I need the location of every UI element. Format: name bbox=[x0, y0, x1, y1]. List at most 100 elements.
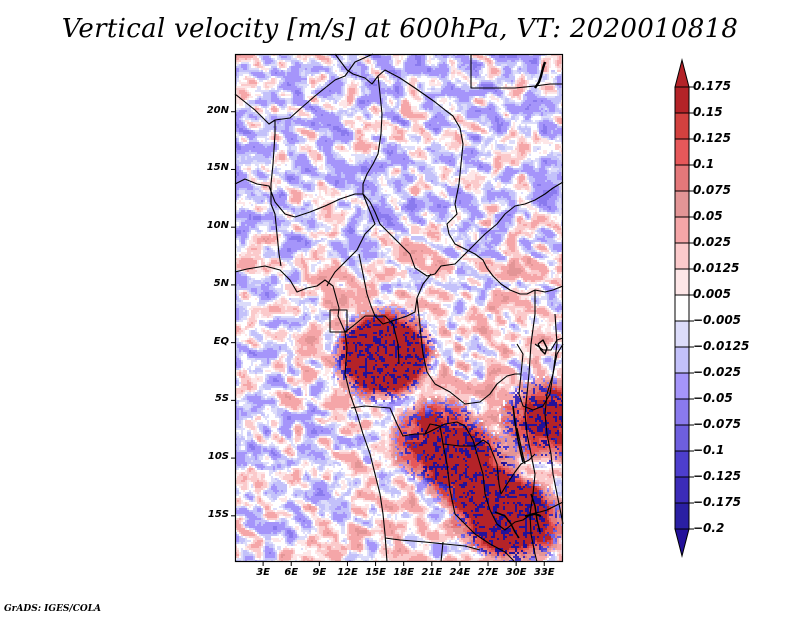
lon-tick-label: 33E bbox=[533, 567, 555, 578]
colorbar-graphic bbox=[674, 58, 694, 558]
colorbar-bin bbox=[674, 372, 690, 400]
lat-tick-label: 5S bbox=[214, 393, 229, 405]
border-line bbox=[270, 120, 282, 267]
border-line bbox=[470, 54, 563, 89]
colorbar-level-label: −0.125 bbox=[693, 469, 742, 483]
colorbar-under-triangle bbox=[674, 528, 690, 558]
lon-tick-label: 27E bbox=[477, 567, 499, 578]
border-line bbox=[446, 127, 464, 235]
map-overlay bbox=[231, 53, 564, 566]
colorbar-bin bbox=[674, 138, 690, 166]
colorbar: 0.175 0.15 0.125 0.1 0.075 0.05 0.025 0.0125 0.0… bbox=[660, 55, 780, 565]
lon-tick-label: 24E bbox=[449, 567, 471, 578]
colorbar-level-label: −0.075 bbox=[693, 417, 742, 431]
lake-outline bbox=[534, 61, 547, 89]
border-line bbox=[234, 178, 436, 277]
lon-tick-label: 30E bbox=[505, 567, 527, 578]
grads-credit: GrADS: IGES/COLA bbox=[4, 604, 102, 614]
border-line bbox=[329, 309, 348, 333]
colorbar-level-label: 0.05 bbox=[693, 209, 723, 223]
map-frame-border bbox=[234, 53, 564, 563]
colorbar-bin bbox=[674, 320, 690, 348]
border-line bbox=[362, 75, 383, 194]
coastline bbox=[234, 265, 388, 563]
lat-tick-label: 15S bbox=[207, 508, 229, 520]
lon-ticks bbox=[262, 562, 545, 566]
lat-tick-label: EQ bbox=[213, 335, 229, 347]
colorbar-level-label: 0.005 bbox=[693, 287, 731, 301]
lake-outline bbox=[516, 427, 526, 465]
lon-tick-label: 3E bbox=[256, 567, 270, 578]
border-line bbox=[534, 337, 564, 351]
border-line bbox=[448, 233, 564, 295]
colorbar-bin bbox=[674, 216, 690, 244]
colorbar-bin bbox=[674, 86, 690, 114]
lon-tick-label: 21E bbox=[421, 567, 443, 578]
vertical-velocity-field bbox=[235, 54, 563, 562]
colorbar-bin bbox=[674, 164, 690, 192]
colorbar-bin bbox=[674, 424, 690, 452]
border-line bbox=[334, 53, 461, 129]
colorbar-bin bbox=[674, 398, 690, 426]
colorbar-level-label: −0.1 bbox=[693, 443, 725, 457]
map-panel bbox=[231, 53, 564, 566]
colorbar-bin bbox=[674, 112, 690, 140]
colorbar-bin bbox=[674, 294, 690, 322]
colorbar-level-label: −0.2 bbox=[693, 521, 725, 535]
colorbar-bin bbox=[674, 476, 690, 504]
colorbar-level-label: −0.05 bbox=[693, 391, 733, 405]
border-line bbox=[416, 297, 436, 385]
border-line bbox=[434, 373, 521, 405]
lat-tick-label: 10N bbox=[206, 220, 229, 232]
country-borders bbox=[234, 53, 564, 563]
border-line bbox=[344, 315, 400, 365]
border-line bbox=[434, 181, 564, 275]
colorbar-level-label: 0.075 bbox=[693, 183, 731, 197]
border-line bbox=[524, 290, 538, 563]
colorbar-bin bbox=[674, 502, 690, 530]
lat-tick-label: 15N bbox=[206, 162, 229, 174]
colorbar-level-label: −0.175 bbox=[693, 495, 742, 509]
colorbar-bin bbox=[674, 242, 690, 270]
lon-tick-label: 18E bbox=[393, 567, 415, 578]
border-line bbox=[544, 313, 564, 525]
lat-tick-label: 5N bbox=[213, 277, 229, 289]
colorbar-level-label: 0.175 bbox=[693, 79, 731, 93]
colorbar-bin bbox=[674, 450, 690, 478]
lake-outline bbox=[524, 513, 542, 517]
chart-title: Vertical velocity [m/s] at 600hPa, VT: 2… bbox=[61, 14, 739, 44]
colorbar-level-label: 0.025 bbox=[693, 235, 731, 249]
lon-tick-label: 15E bbox=[365, 567, 386, 578]
lat-ticks bbox=[231, 111, 235, 517]
border-line bbox=[440, 541, 444, 563]
colorbar-level-label: −0.025 bbox=[693, 365, 742, 379]
colorbar-level-label: 0.125 bbox=[693, 131, 731, 145]
colorbar-over-triangle bbox=[674, 58, 690, 88]
border-line bbox=[415, 421, 564, 531]
border-line bbox=[384, 537, 481, 551]
lake-outline bbox=[512, 405, 524, 463]
lake-outline bbox=[530, 493, 541, 533]
border-line bbox=[234, 53, 374, 125]
lake-outline bbox=[537, 339, 548, 355]
lon-tick-label: 12E bbox=[337, 567, 358, 578]
border-line bbox=[442, 439, 502, 495]
colorbar-bin bbox=[674, 190, 690, 218]
colorbar-level-label: −0.0125 bbox=[693, 339, 750, 353]
colorbar-level-label: 0.0125 bbox=[693, 261, 740, 275]
border-line bbox=[326, 193, 376, 287]
colorbar-bin bbox=[674, 346, 690, 374]
colorbar-level-label: 0.15 bbox=[693, 105, 723, 119]
lon-tick-label: 6E bbox=[284, 567, 299, 578]
lat-tick-label: 20N bbox=[206, 104, 229, 116]
lon-tick-label: 9E bbox=[312, 567, 327, 578]
border-line bbox=[350, 405, 516, 563]
lat-tick-label: 10S bbox=[207, 451, 229, 463]
colorbar-level-label: −0.005 bbox=[693, 313, 742, 327]
colorbar-bin bbox=[674, 268, 690, 296]
border-line bbox=[516, 343, 564, 411]
border-line bbox=[500, 453, 536, 495]
colorbar-level-label: 0.1 bbox=[693, 157, 715, 171]
border-line bbox=[358, 253, 432, 325]
lake-outline bbox=[494, 511, 520, 539]
